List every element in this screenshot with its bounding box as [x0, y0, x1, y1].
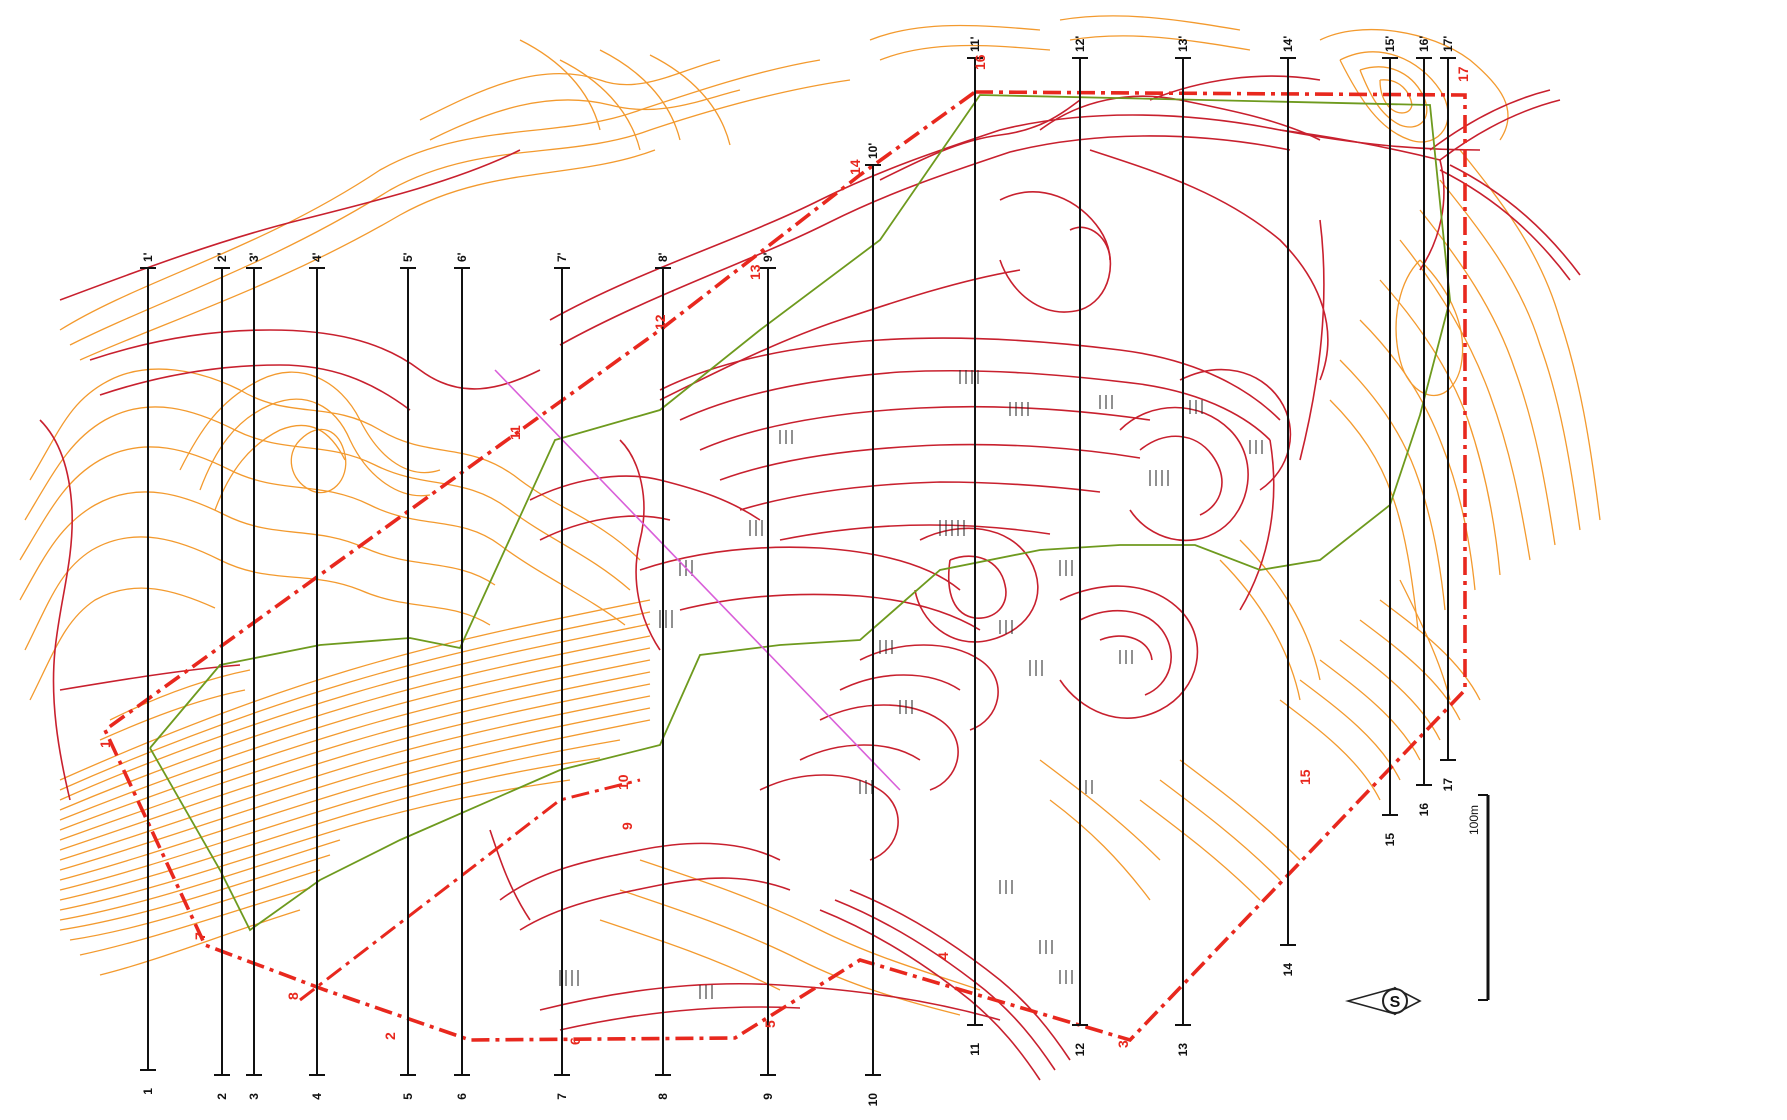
boundary-point-label: 15 [1297, 769, 1313, 785]
boundary-point-label: 2 [382, 1032, 398, 1040]
profile-bottom-label: 6 [455, 1093, 469, 1100]
boundary-point-label: 4 [935, 952, 951, 960]
profile-top-label: 15' [1383, 36, 1397, 52]
profile-top-label: 10' [866, 143, 880, 159]
boundary-point-label: 7 [192, 932, 208, 940]
profile-bottom-label: 3 [247, 1093, 261, 1100]
scale-bar: 100m [1467, 794, 1490, 1001]
profile-top-label: 7' [555, 252, 569, 262]
profile-top-label: 5' [401, 252, 415, 262]
boundary-point-label: 11 [507, 425, 523, 440]
north-arrow-icon: S [1344, 986, 1422, 1016]
slope-hachures [559, 370, 1263, 999]
profile-top-label: 14' [1281, 36, 1295, 52]
profile-bottom-label: 7 [555, 1093, 569, 1100]
profile-top-label: 17' [1441, 36, 1455, 52]
profile-5: 5' 5 [400, 252, 416, 1100]
profile-11: 11' 11 [967, 36, 983, 1056]
profile-12: 12' 12 [1072, 36, 1088, 1057]
profile-14: 14' 14 [1280, 36, 1296, 977]
profile-10: 10' 10 [865, 143, 881, 1107]
boundary-point-label: 17 [1455, 66, 1471, 82]
profile-9: 9' 9 [760, 252, 776, 1100]
profile-bottom-label: 14 [1281, 963, 1295, 977]
profile-top-label: 13' [1176, 36, 1190, 52]
profile-bottom-label: 5 [401, 1093, 415, 1100]
profile-top-label: 9' [761, 252, 775, 262]
profile-3: 3' 3 [246, 252, 262, 1100]
profile-8: 8' 8 [655, 252, 671, 1100]
profile-lines: 1'12'23'34'45'56'67'78'89'910'1011'1112'… [140, 36, 1456, 1107]
profile-17: 17' 17 [1440, 36, 1456, 792]
green-survey-line [149, 94, 1451, 932]
boundary-point-label: 1 [97, 740, 113, 748]
profile-bottom-label: 15 [1383, 833, 1397, 847]
boundary-point-label: 13 [747, 264, 763, 280]
profile-bottom-label: 12 [1073, 1043, 1087, 1057]
boundary-point-label: 12 [652, 314, 668, 330]
boundary-point-label: 5 [762, 1020, 778, 1028]
profile-top-label: 1' [141, 252, 155, 262]
profile-bottom-label: 9 [761, 1093, 775, 1100]
boundary-point-label: 16 [972, 54, 988, 70]
profile-4: 4' 4 [309, 252, 325, 1100]
boundary-point-label: 9 [619, 822, 635, 830]
profile-bottom-label: 4 [310, 1093, 324, 1100]
boundary-point-label: 10 [615, 774, 631, 790]
profile-6: 6' 6 [454, 252, 470, 1100]
profile-2: 2' 2 [214, 252, 230, 1100]
profile-top-label: 12' [1073, 36, 1087, 52]
scale-bar-label: 100m [1467, 805, 1481, 835]
profile-top-label: 11' [968, 36, 982, 52]
profile-top-label: 2' [215, 252, 229, 262]
profile-bottom-label: 1 [141, 1088, 155, 1095]
minor-contours [19, 15, 1601, 1016]
profile-top-label: 6' [455, 252, 469, 262]
profile-top-label: 3' [247, 252, 261, 262]
profile-15: 15' 15 [1382, 36, 1398, 847]
profile-bottom-label: 8 [656, 1093, 670, 1100]
boundary-point-label: 14 [847, 159, 863, 175]
profile-top-label: 4' [310, 252, 324, 262]
profile-top-label: 16' [1417, 36, 1431, 52]
profile-bottom-label: 10 [866, 1093, 880, 1107]
boundary-line [102, 90, 1467, 1043]
profile-top-label: 8' [656, 252, 670, 262]
boundary-point-label: 8 [285, 992, 301, 1000]
profile-1: 1' 1 [140, 252, 156, 1095]
profile-bottom-label: 13 [1176, 1043, 1190, 1057]
profile-bottom-label: 17 [1441, 778, 1455, 792]
profile-13: 13' 13 [1175, 36, 1191, 1057]
profile-bottom-label: 11 [968, 1043, 982, 1056]
boundary-point-label: 3 [1115, 1040, 1131, 1048]
profile-7: 7' 7 [554, 252, 570, 1100]
boundary-inner-line [299, 778, 641, 1002]
north-arrow-letter: S [1390, 994, 1401, 1011]
profile-bottom-label: 2 [215, 1093, 229, 1100]
boundary-point-label: 6 [567, 1037, 583, 1045]
profile-16: 16' 16 [1416, 36, 1432, 817]
profile-bottom-label: 16 [1417, 803, 1431, 817]
